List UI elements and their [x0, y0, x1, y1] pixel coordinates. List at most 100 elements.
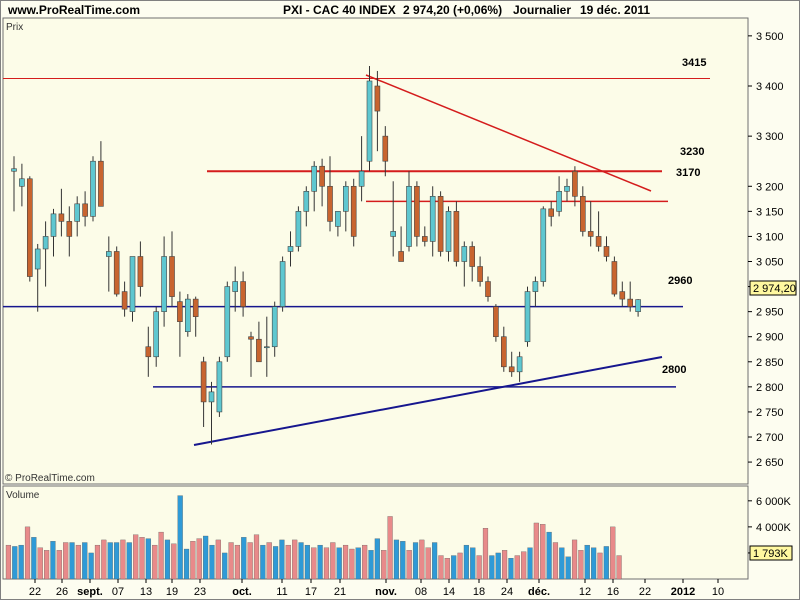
- candle-body: [469, 246, 476, 267]
- instrument-name: PXI - CAC 40 INDEX: [283, 3, 396, 17]
- volume-bar: [393, 539, 400, 580]
- volume-bar: [381, 550, 387, 580]
- price-tick-label: 2 700: [756, 432, 784, 444]
- volume-bar: [336, 547, 342, 580]
- price-tick-label: 3 400: [756, 81, 784, 93]
- candle-body: [635, 299, 641, 312]
- volume-bar: [501, 550, 508, 580]
- candle-body: [445, 211, 452, 252]
- x-tick-label: 22: [29, 586, 41, 598]
- volume-bar: [527, 547, 533, 580]
- candle-body: [256, 338, 262, 363]
- candle-body: [50, 213, 57, 237]
- volume-bar: [514, 555, 520, 580]
- candle-body: [603, 246, 610, 257]
- candle-body: [263, 346, 270, 349]
- candle-body: [374, 85, 381, 112]
- last-price-box-label: 2 974,20: [753, 283, 796, 295]
- last-price-box: [749, 280, 797, 296]
- volume-bar: [317, 544, 323, 580]
- candle-body: [414, 185, 420, 237]
- price-tick-label: 3 100: [756, 231, 784, 243]
- candle-body: [34, 248, 41, 270]
- volume-bar: [158, 531, 164, 580]
- volume-bar: [495, 552, 501, 580]
- volume-bar: [451, 555, 457, 580]
- candle-body: [106, 251, 112, 257]
- trendlines: [3, 74, 710, 446]
- price-tick-label: 2 650: [756, 457, 784, 469]
- candle-body: [90, 160, 96, 217]
- volume-bar: [145, 538, 151, 580]
- level-label: 2960: [668, 275, 692, 287]
- x-tick-label: 17: [305, 586, 317, 598]
- candle-body: [627, 298, 634, 307]
- volume-bar: [419, 539, 425, 580]
- candle-body: [311, 165, 318, 192]
- candle-body: [232, 281, 238, 292]
- volume-bar: [584, 544, 590, 580]
- price-tick-label: 3 050: [756, 257, 784, 269]
- volume-bar: [164, 539, 171, 580]
- candle-body: [248, 336, 254, 340]
- candle-body: [350, 185, 357, 237]
- volume-bar: [565, 556, 571, 580]
- candle-body: [11, 168, 17, 172]
- volume-bar: [559, 547, 565, 580]
- candle-body: [548, 208, 555, 217]
- volume-bar: [578, 550, 584, 580]
- candle-body: [271, 306, 278, 348]
- candle-body: [437, 196, 444, 252]
- volume-bar: [591, 547, 597, 580]
- volume-bar: [234, 544, 241, 580]
- volume-bar: [247, 542, 253, 580]
- volume-bar: [597, 552, 603, 580]
- volume-bar: [349, 548, 355, 580]
- volume-bar: [374, 538, 380, 580]
- candle-body: [398, 251, 404, 262]
- volume-bar: [139, 537, 145, 580]
- last-volume-box: [749, 545, 793, 561]
- level-label: 3230: [680, 146, 704, 158]
- volume-bar: [457, 552, 463, 580]
- volume-bar: [546, 531, 552, 580]
- volume-bar: [616, 555, 622, 580]
- date-label: 19 déc. 2011: [580, 3, 650, 17]
- price-panel-label: Prix: [6, 22, 23, 33]
- candle-body: [532, 281, 539, 292]
- volume-bar: [44, 550, 50, 580]
- candle-body: [161, 256, 167, 312]
- volume-bar: [126, 542, 132, 580]
- candle-body: [493, 306, 499, 338]
- candle-body: [564, 185, 570, 192]
- candle-body: [240, 281, 246, 307]
- candle-body: [540, 208, 547, 282]
- volume-bar: [177, 495, 183, 580]
- last-volume-box-label: 1 793K: [753, 548, 789, 560]
- volume-bar: [63, 542, 69, 580]
- volume-bar: [101, 539, 107, 580]
- volume-bar: [292, 539, 298, 580]
- volume-bar: [222, 552, 228, 580]
- x-tick-label: 19: [166, 586, 178, 598]
- price-tick-label: 3 200: [756, 181, 784, 193]
- candle-body: [327, 185, 333, 222]
- candle-body: [319, 165, 325, 187]
- candle-body: [295, 211, 302, 247]
- volume-bar: [266, 542, 272, 580]
- volume-bar: [508, 558, 514, 580]
- x-tick-label: déc.: [528, 586, 550, 598]
- volume-bar: [203, 535, 209, 580]
- period-label: Journalier: [513, 3, 571, 17]
- level-labels: 3415 3230 3170 2960 2800: [662, 57, 706, 376]
- candles: [11, 65, 641, 445]
- volume-bar: [133, 534, 139, 580]
- volume-bar: [470, 547, 476, 580]
- site-name: www.ProRealTime.com: [7, 3, 140, 17]
- candle-body: [98, 160, 104, 207]
- candle-body: [366, 80, 373, 162]
- volume-bar: [56, 550, 62, 580]
- candle-body: [453, 211, 460, 262]
- volume-bar: [24, 526, 31, 580]
- x-tick-label: 10: [712, 586, 724, 598]
